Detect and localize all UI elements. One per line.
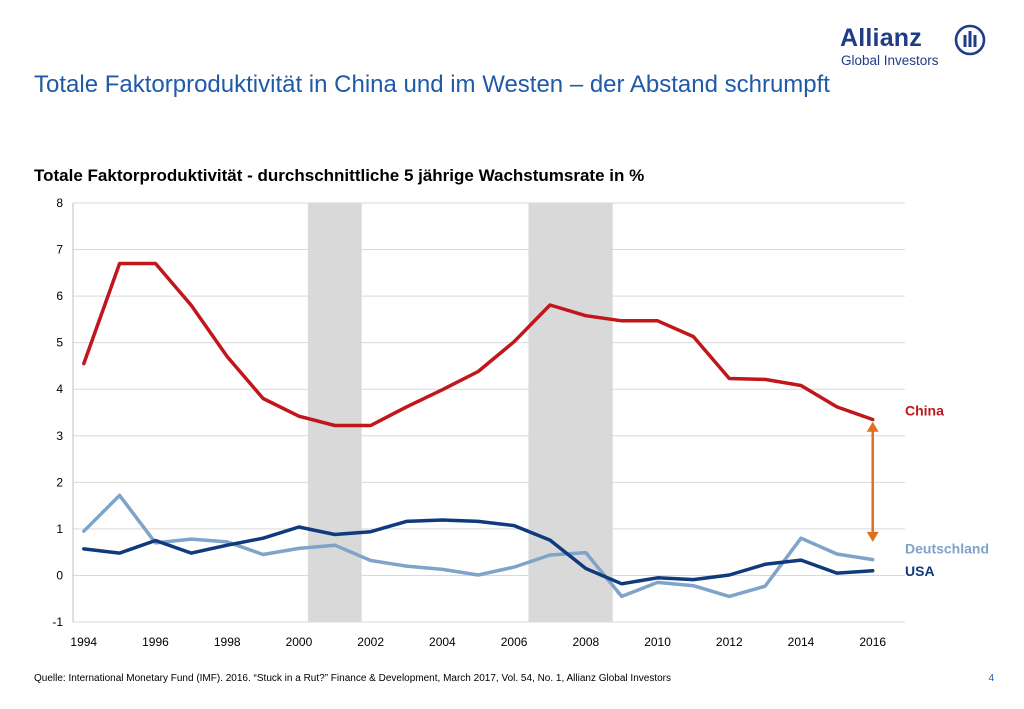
page-number: 4 [988, 673, 994, 684]
logo-subtitle: Global Investors [841, 53, 939, 68]
x-tick-label: 2012 [716, 635, 743, 649]
shaded-period-1 [307, 203, 362, 622]
gap-arrow-head-bottom [866, 531, 879, 542]
x-tick-label: 1996 [142, 635, 169, 649]
y-tick-label: -1 [52, 615, 63, 629]
series-line-china [82, 261, 875, 428]
x-tick-label: 2014 [788, 635, 815, 649]
series-line-usa [82, 518, 875, 586]
x-tick-label: 2010 [644, 635, 671, 649]
legend-label-deutschland: Deutschland [905, 541, 989, 557]
y-tick-label: 5 [56, 336, 63, 350]
x-tick-label: 2004 [429, 635, 456, 649]
x-tick-label: 2006 [501, 635, 528, 649]
legend-label-usa: USA [905, 563, 935, 579]
y-tick-label: 0 [56, 568, 63, 582]
gap-arrow-head-top [866, 421, 879, 432]
y-tick-label: 2 [56, 475, 63, 489]
series-line-deutschland [82, 493, 875, 599]
slide-title: Totale Faktorproduktivität in China und … [34, 71, 830, 98]
y-tick-label: 1 [56, 522, 63, 536]
allianz-eagle-icon [954, 24, 986, 56]
y-tick-label: 6 [56, 289, 63, 303]
x-tick-label: 1994 [70, 635, 97, 649]
y-tick-label: 7 [56, 243, 63, 257]
x-tick-label: 2000 [286, 635, 313, 649]
x-tick-label: 1998 [214, 635, 241, 649]
chart-title: Totale Faktorproduktivität - durchschnit… [34, 166, 645, 185]
y-tick-label: 4 [56, 382, 63, 396]
x-tick-label: 2008 [572, 635, 599, 649]
x-tick-label: 2002 [357, 635, 384, 649]
y-tick-label: 3 [56, 429, 63, 443]
y-tick-label: 8 [56, 196, 63, 210]
source-note: Quelle: International Monetary Fund (IMF… [34, 673, 671, 684]
logo-wordmark: Allianz [840, 24, 922, 52]
legend-label-china: China [905, 402, 944, 418]
allianz-logo: Allianz Global Investors [840, 24, 990, 74]
x-tick-label: 2016 [859, 635, 886, 649]
